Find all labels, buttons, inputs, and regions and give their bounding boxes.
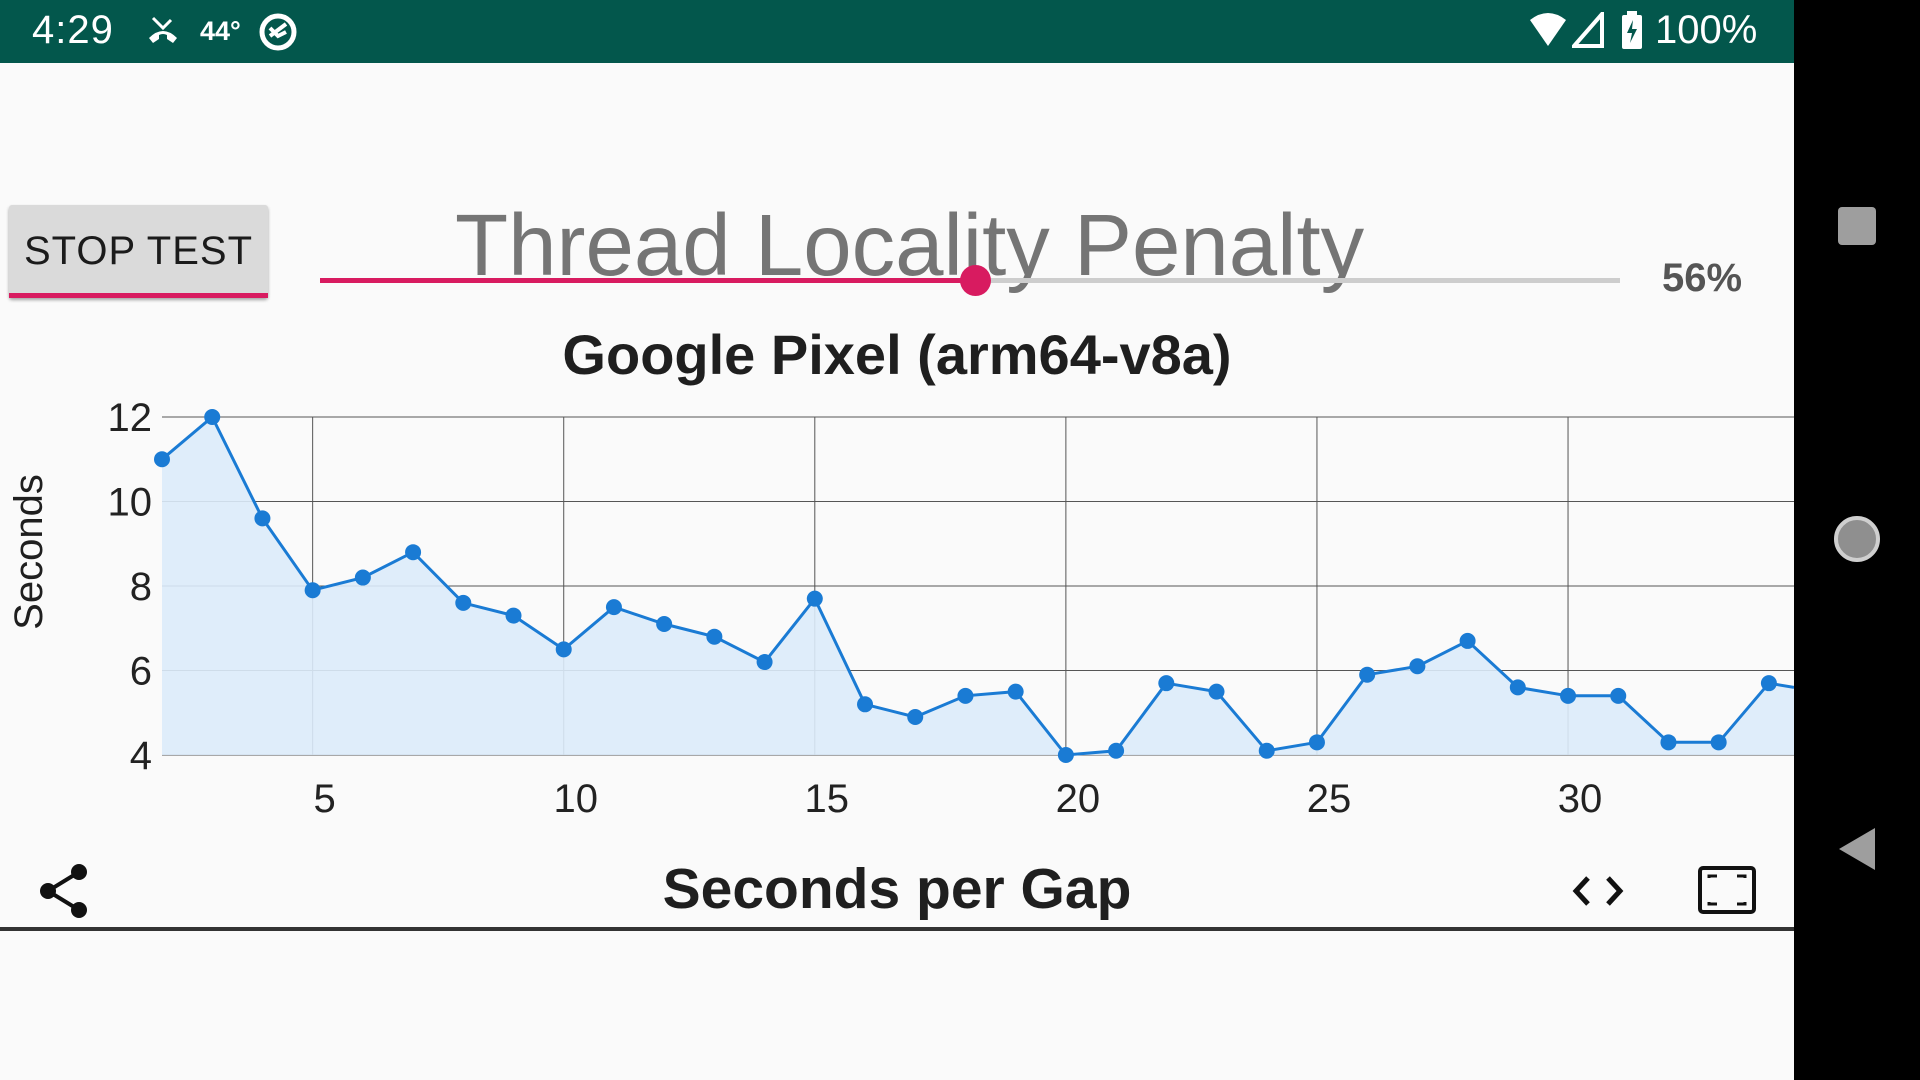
data-point	[1610, 687, 1627, 704]
y-axis-label: Seconds	[7, 474, 51, 630]
y-tick-label: 4	[130, 734, 152, 778]
x-tick-label: 15	[805, 777, 850, 821]
missed-call-icon	[145, 14, 181, 51]
data-point	[1258, 742, 1275, 759]
code-icon	[1572, 876, 1624, 906]
data-point	[1660, 734, 1677, 751]
data-point	[1308, 734, 1325, 751]
data-point	[204, 409, 221, 425]
wifi-icon	[1528, 12, 1568, 53]
data-point	[1359, 666, 1376, 683]
data-point	[405, 544, 422, 561]
performance-chart: 4 6 8 10 12 5 10 15 20 25 30 Seconds	[7, 396, 1794, 821]
data-point	[1108, 742, 1125, 759]
data-point	[1459, 632, 1476, 649]
x-axis-ticks: 5 10 15 20 25 30	[314, 777, 1603, 821]
share-button[interactable]	[36, 862, 94, 920]
cell-signal-icon	[1569, 8, 1604, 53]
penalty-slider[interactable]	[320, 265, 1620, 296]
slider-fill	[320, 278, 976, 283]
series-area-fill	[162, 417, 1794, 755]
bottom-divider	[0, 927, 1794, 931]
data-point	[1057, 747, 1074, 763]
button-accent-underline	[9, 293, 268, 298]
data-point	[605, 599, 622, 616]
data-point	[1560, 687, 1577, 704]
data-point	[555, 641, 572, 658]
stop-test-button[interactable]: STOP TEST	[9, 205, 268, 298]
test-title: Thread Locality Penalty	[455, 197, 1365, 294]
fit-screen-button[interactable]	[1697, 864, 1757, 916]
recents-icon	[1838, 207, 1876, 245]
data-point	[1710, 734, 1727, 751]
slider-thumb[interactable]	[960, 265, 992, 296]
slider-percent-label: 56%	[1662, 256, 1743, 300]
x-tick-label: 30	[1558, 777, 1603, 821]
data-point	[806, 590, 823, 607]
home-icon	[1834, 516, 1880, 562]
data-saver-icon	[258, 12, 298, 57]
data-point	[304, 582, 321, 599]
back-button[interactable]	[1794, 826, 1920, 872]
data-point	[455, 594, 472, 611]
data-point	[756, 654, 773, 671]
data-point	[154, 451, 170, 468]
battery-percent: 100%	[1655, 8, 1758, 52]
y-tick-label: 8	[130, 565, 152, 609]
status-temperature: 44°	[200, 16, 241, 46]
data-points	[154, 409, 1777, 763]
recents-button[interactable]	[1794, 205, 1920, 247]
fit-screen-icon	[1698, 866, 1756, 914]
data-point	[1760, 675, 1777, 692]
data-point	[857, 696, 874, 713]
data-point	[505, 607, 522, 624]
home-button[interactable]	[1794, 514, 1920, 564]
data-point	[957, 687, 974, 704]
code-button[interactable]	[1568, 866, 1628, 916]
chart-title: Google Pixel (arm64-v8a)	[562, 323, 1232, 386]
data-point	[354, 569, 371, 586]
stop-test-label: STOP TEST	[23, 229, 254, 273]
x-axis-label: Seconds per Gap	[662, 857, 1132, 921]
data-point	[254, 510, 271, 527]
data-point	[1409, 658, 1426, 675]
data-point	[1007, 683, 1024, 700]
share-icon	[40, 864, 87, 918]
navigation-bar	[1794, 0, 1920, 1080]
back-icon	[1839, 828, 1875, 870]
data-point	[706, 628, 723, 645]
data-point	[1509, 679, 1526, 696]
x-tick-label: 10	[553, 777, 598, 821]
status-time: 4:29	[32, 8, 114, 52]
y-axis-ticks: 4 6 8 10 12	[108, 396, 153, 778]
series-line	[161, 414, 1794, 757]
data-point	[907, 708, 924, 725]
x-tick-label: 20	[1056, 777, 1101, 821]
battery-charging-icon	[1620, 10, 1644, 55]
data-point	[656, 616, 673, 633]
y-tick-label: 12	[108, 396, 153, 440]
x-tick-label: 5	[314, 777, 336, 821]
data-point	[1158, 675, 1175, 692]
status-bar: 4:29 44° 100%	[0, 0, 1794, 63]
y-tick-label: 6	[130, 650, 152, 694]
y-tick-label: 10	[108, 481, 153, 525]
data-point	[1208, 683, 1225, 700]
x-tick-label: 25	[1307, 777, 1352, 821]
